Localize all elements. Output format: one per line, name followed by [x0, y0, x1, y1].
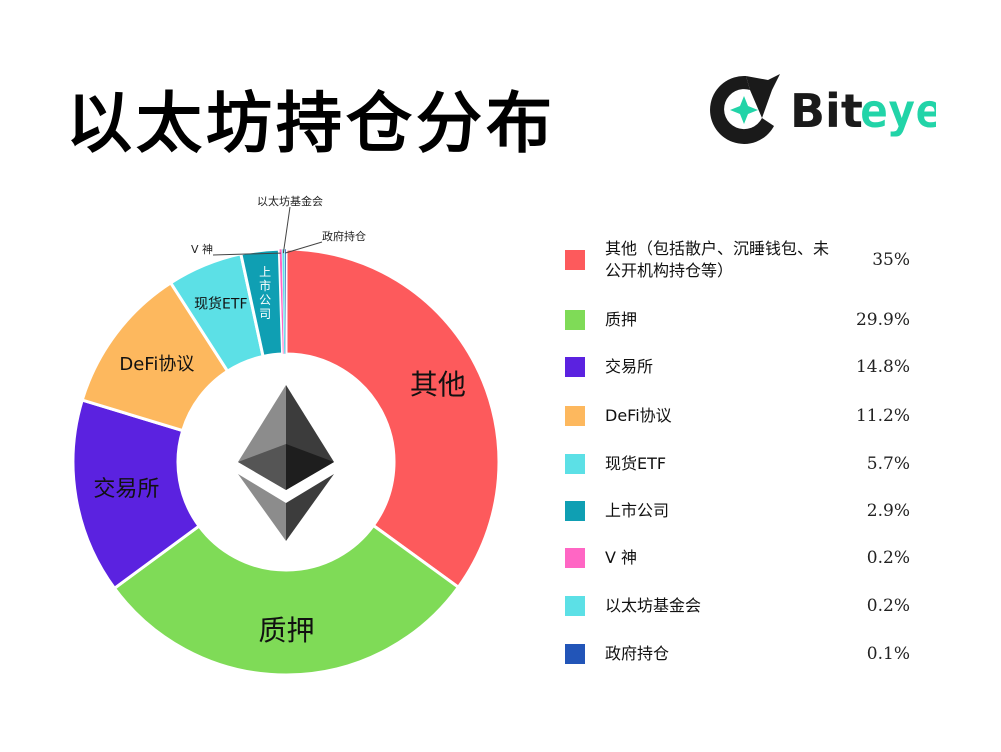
ethereum-icon [238, 385, 334, 541]
legend-label: 交易所 [605, 357, 654, 376]
legend-label: 现货ETF [605, 454, 667, 473]
legend-swatch [565, 501, 585, 521]
logo-text-main: Bit [790, 84, 863, 138]
legend-item: 其他（包括散户、沉睡钱包、未公开机构持仓等） 35% [565, 236, 945, 284]
legend-swatch [565, 250, 585, 270]
legend-swatch [565, 644, 585, 664]
slice-label: V 神 [191, 242, 213, 256]
slice-label: 现货ETF [194, 296, 247, 313]
legend-value: 35% [872, 250, 910, 270]
legend-label: 质押 [605, 310, 638, 329]
legend-value: 11.2% [855, 406, 910, 426]
legend-swatch [565, 357, 585, 377]
legend-swatch [565, 454, 585, 474]
biteye-logo: Bit eye [710, 74, 936, 144]
legend-label: 上市公司 [605, 501, 670, 520]
legend-value: 29.9% [855, 310, 910, 330]
legend-value: 0.1% [866, 644, 910, 664]
slice-label: 质押 [259, 614, 315, 647]
legend-label: DeFi协议 [605, 406, 672, 425]
biteye-logo-icon [710, 74, 780, 144]
legend-label: 政府持仓 [605, 644, 670, 663]
legend-label: V 神 [605, 548, 638, 567]
legend-value: 0.2% [866, 596, 910, 616]
legend-item: DeFi协议 11.2% [565, 396, 945, 436]
legend-value: 5.7% [866, 454, 910, 474]
legend-value: 0.2% [866, 548, 910, 568]
slice-label: 政府持仓 [322, 229, 366, 243]
callout-line [285, 241, 323, 254]
logo-text-accent: eye [860, 84, 936, 138]
slice-label: 其他 [410, 368, 466, 401]
legend-label: 以太坊基金会 [605, 596, 702, 615]
page-title: 以太坊持仓分布 [66, 85, 556, 162]
legend-item: 现货ETF 5.7% [565, 444, 945, 484]
legend-swatch [565, 548, 585, 568]
slice-label: 以太坊基金会 [257, 194, 323, 208]
legend-swatch [565, 596, 585, 616]
slice-label: 交易所 [93, 477, 159, 502]
slice-label: 上市公司 [259, 265, 271, 321]
legend-value: 2.9% [866, 501, 910, 521]
legend-value: 14.8% [855, 357, 910, 377]
legend-swatch [565, 310, 585, 330]
legend-item: 政府持仓 0.1% [565, 634, 945, 674]
callout-line [212, 252, 281, 256]
legend-item: V 神 0.2% [565, 538, 945, 578]
callout-line [282, 206, 291, 254]
legend-label: 其他（包括散户、沉睡钱包、未公开机构持仓等） [605, 239, 830, 280]
legend-swatch [565, 406, 585, 426]
slice-label: DeFi协议 [119, 354, 194, 375]
legend-item: 以太坊基金会 0.2% [565, 586, 945, 626]
legend-item: 质押 29.9% [565, 300, 945, 340]
legend-item: 上市公司 2.9% [565, 491, 945, 531]
legend-item: 交易所 14.8% [565, 347, 945, 387]
